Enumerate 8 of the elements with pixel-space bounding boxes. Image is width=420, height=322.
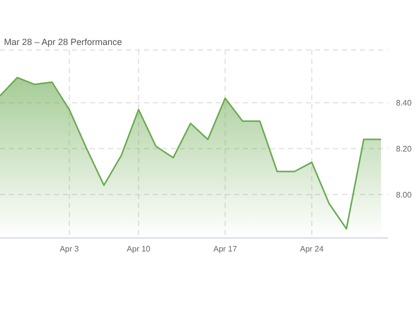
x-tick-label: Apr 10 <box>126 244 151 254</box>
chart-title: Mar 28 – Apr 28 Performance <box>4 37 122 47</box>
y-tick-label: 8.20 <box>396 144 412 154</box>
x-tick-label: Apr 24 <box>300 244 324 254</box>
x-tick-label: Apr 3 <box>60 244 80 254</box>
y-tick-label: 8.00 <box>396 190 412 200</box>
y-tick-label: 8.40 <box>396 98 412 108</box>
x-tick-label: Apr 17 <box>213 244 238 254</box>
